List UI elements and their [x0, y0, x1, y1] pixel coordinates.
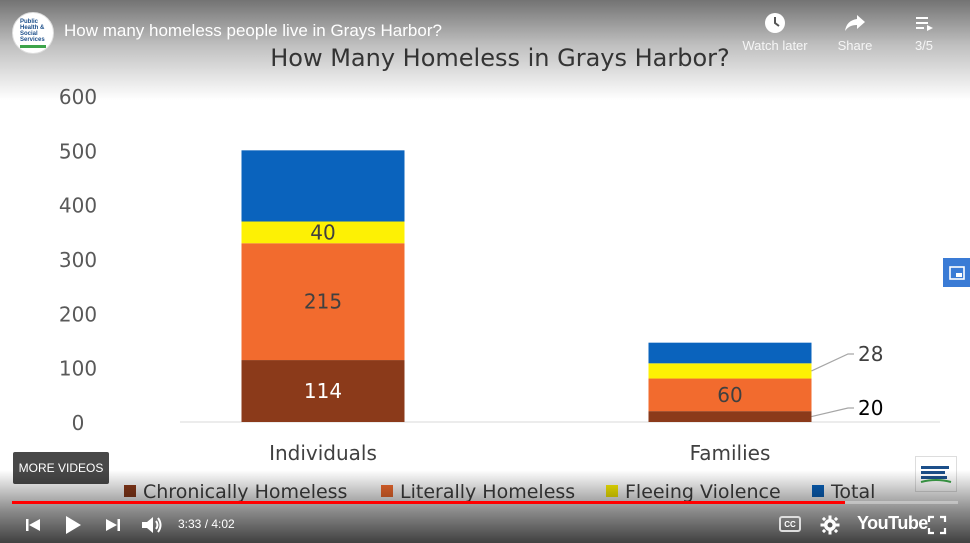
skip-next-icon	[106, 519, 120, 531]
channel-avatar[interactable]: Public Health & Social Services	[12, 12, 54, 54]
fullscreen-button[interactable]	[925, 512, 949, 538]
channel-watermark[interactable]	[915, 456, 957, 492]
fullscreen-icon	[927, 515, 947, 535]
data-label: 215	[304, 290, 342, 314]
captions-button[interactable]: CC	[779, 516, 801, 532]
share-arrow-icon	[845, 15, 865, 31]
bars	[241, 150, 812, 422]
legend-swatch	[381, 485, 393, 497]
play-button[interactable]	[60, 512, 86, 538]
gear-icon	[820, 515, 840, 535]
previous-button[interactable]	[22, 512, 44, 538]
settings-button[interactable]	[818, 512, 842, 538]
category-label: Individuals	[269, 441, 377, 465]
bar-literally-homeless	[241, 243, 405, 361]
data-label: 114	[304, 379, 342, 403]
legend-label: Chronically Homeless	[143, 481, 347, 503]
play-icon	[66, 516, 81, 534]
data-label: 60	[717, 383, 742, 407]
captions-label: CC	[784, 519, 796, 529]
legend-label: Total	[830, 481, 875, 503]
time-display: 3:33 / 4:02	[178, 517, 235, 531]
miniplayer-icon	[948, 265, 965, 280]
playlist-button[interactable]: 3/5	[884, 12, 964, 53]
leader-line	[811, 407, 854, 418]
miniplayer-button[interactable]	[943, 258, 970, 287]
y-axis: 0 100 200 300 400 500 600	[59, 85, 940, 435]
bar-fleeing-violence	[648, 363, 812, 379]
y-tick-label: 400	[59, 194, 97, 218]
youtube-logo[interactable]: YouTube	[857, 513, 928, 533]
next-button[interactable]	[102, 512, 124, 538]
legend-swatch	[124, 485, 136, 497]
progress-bar[interactable]	[12, 501, 958, 504]
watch-later-button[interactable]: Watch later	[735, 12, 815, 53]
watch-later-label: Watch later	[742, 38, 808, 53]
bar-chronically-homeless	[241, 360, 405, 422]
clock-icon	[765, 13, 785, 33]
y-tick-label: 100	[59, 357, 97, 381]
category-label: Families	[690, 441, 771, 465]
playlist-icon	[916, 17, 933, 31]
bar-chronically-homeless	[648, 411, 812, 422]
bar-total	[648, 342, 812, 364]
share-label: Share	[837, 38, 873, 53]
share-button[interactable]: Share	[815, 12, 895, 53]
data-labels: 114 215 40 20 60 28	[304, 220, 884, 420]
y-tick-label: 500	[59, 139, 97, 163]
skip-previous-icon	[26, 519, 40, 531]
volume-icon	[142, 517, 162, 533]
data-label: 20	[858, 396, 883, 420]
more-videos-button[interactable]: MORE VIDEOS	[13, 452, 109, 484]
leader-line	[811, 353, 854, 372]
y-tick-label: 300	[59, 248, 97, 272]
bar-total	[241, 150, 405, 222]
y-tick-label: 0	[72, 411, 85, 435]
legend-swatch	[812, 485, 824, 497]
channel-watermark-logo	[920, 466, 952, 483]
legend-label: Fleeing Violence	[625, 481, 781, 503]
channel-logo: Public Health & Social Services	[20, 19, 46, 48]
data-label: 40	[310, 220, 335, 244]
y-tick-label: 200	[59, 302, 97, 326]
chart-title: How Many Homeless in Grays Harbor?	[270, 44, 730, 72]
volume-button[interactable]	[138, 512, 166, 538]
video-title[interactable]: How many homeless people live in Grays H…	[64, 21, 442, 40]
progress-played	[12, 501, 846, 504]
x-axis: Individuals Families	[269, 441, 770, 465]
data-label: 28	[858, 342, 883, 366]
legend: Chronically Homeless Literally Homeless Fl…	[124, 481, 875, 503]
playlist-position: 3/5	[914, 38, 934, 53]
bar-literally-homeless	[648, 378, 812, 412]
legend-swatch	[606, 485, 618, 497]
bar-fleeing-violence	[241, 221, 405, 244]
y-tick-label: 600	[59, 85, 97, 109]
legend-label: Literally Homeless	[400, 481, 575, 503]
